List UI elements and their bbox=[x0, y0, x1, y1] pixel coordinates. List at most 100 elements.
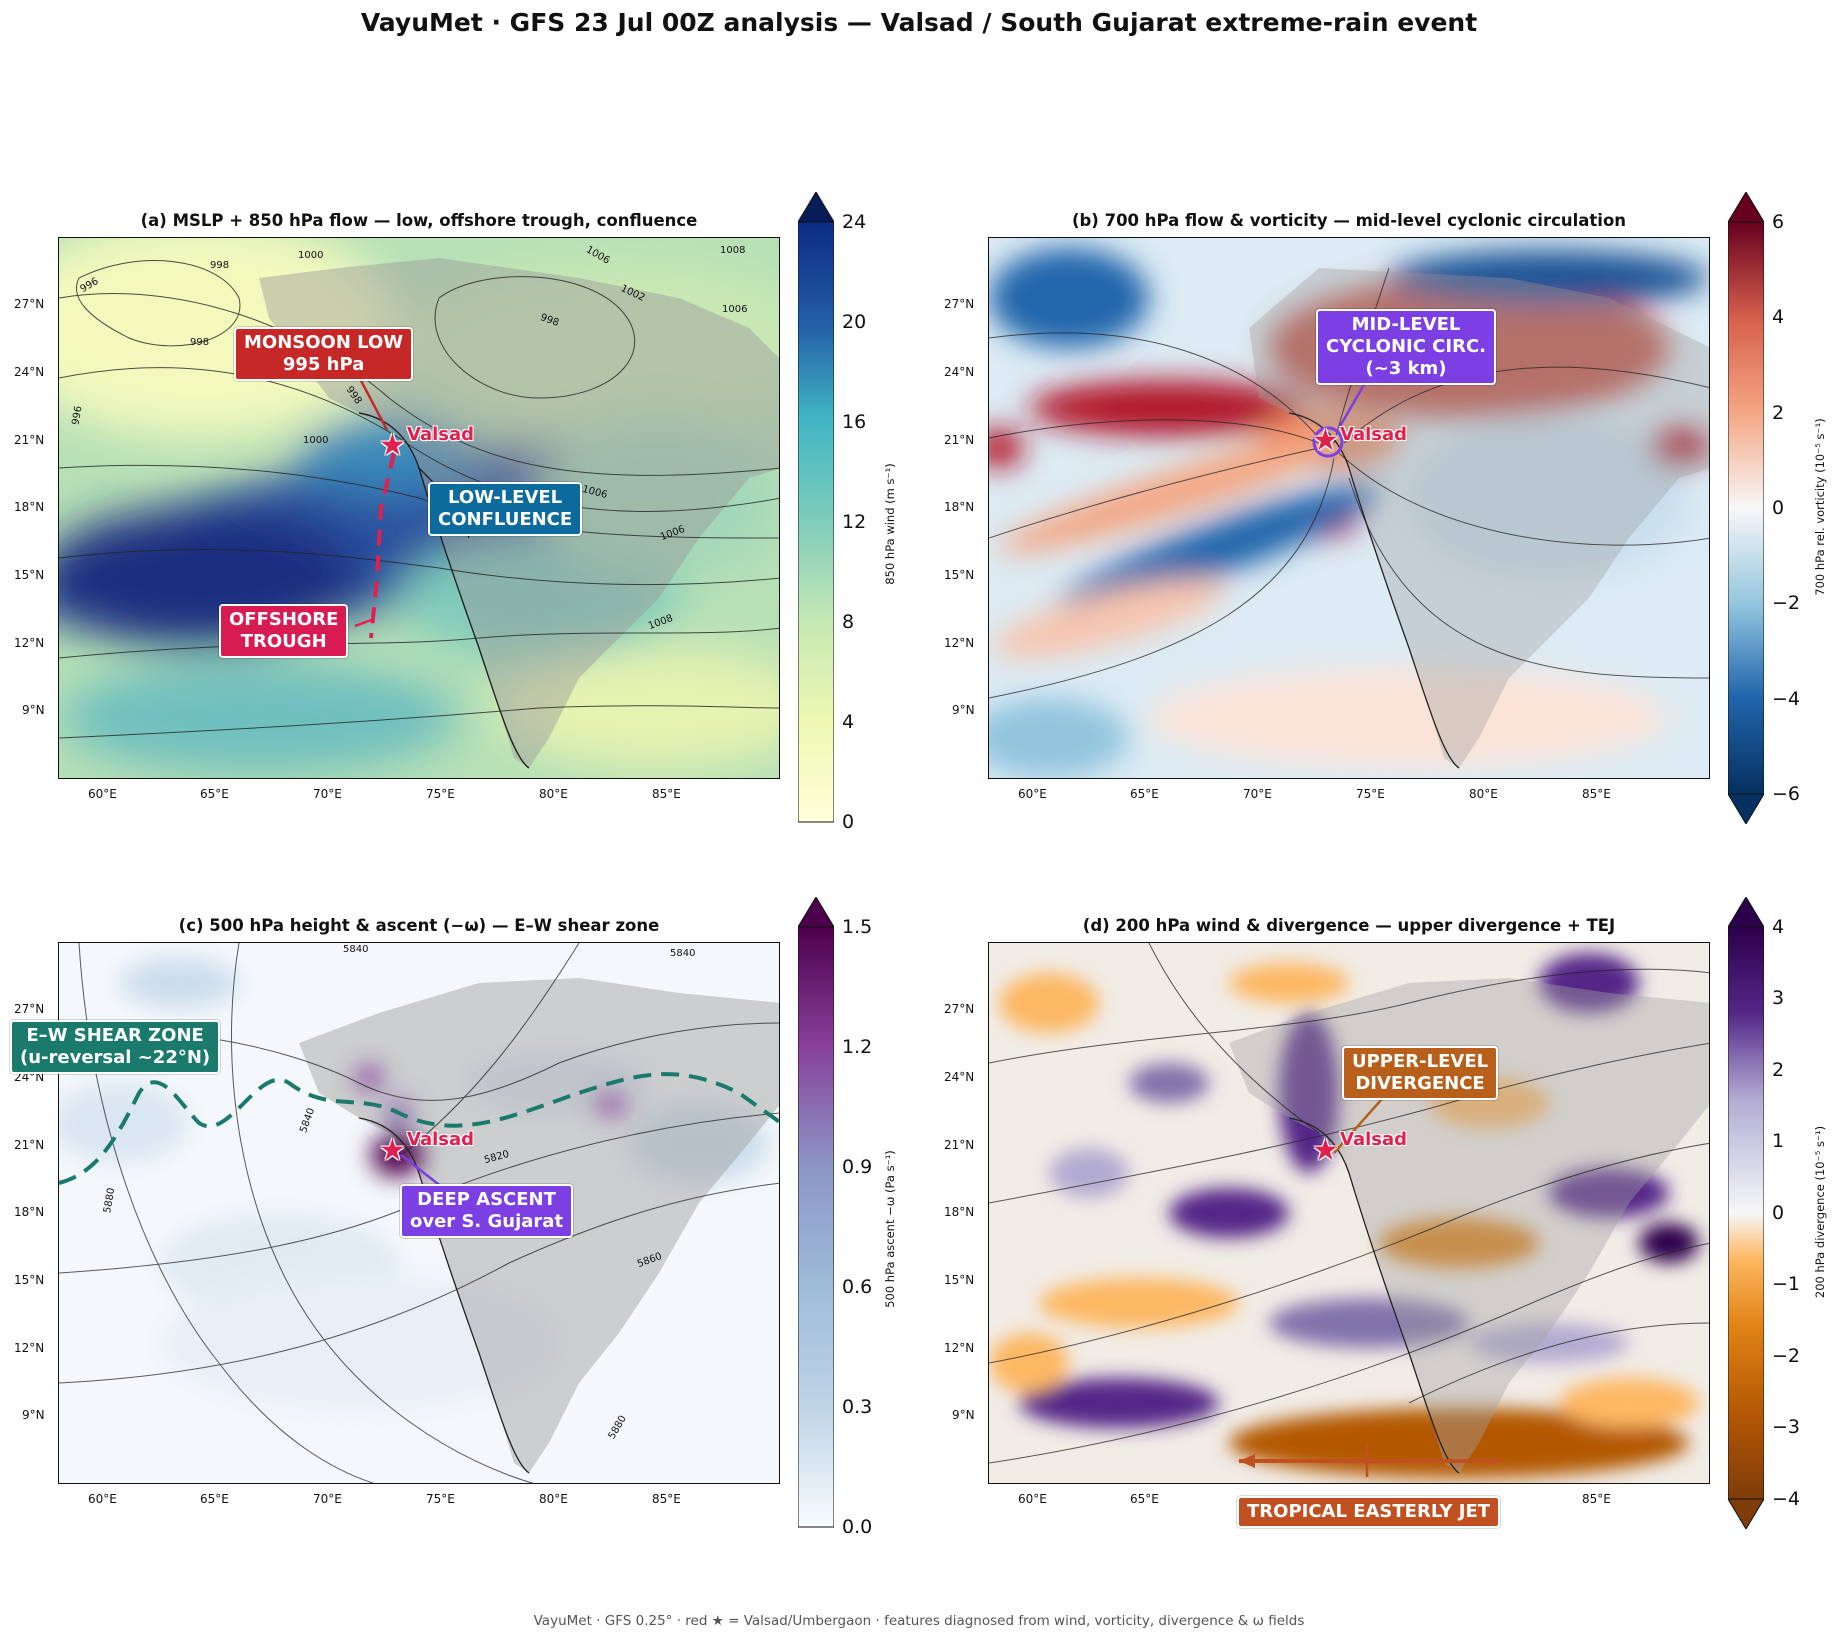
lon-tick: 60°E bbox=[88, 1492, 117, 1506]
lon-tick: 75°E bbox=[1356, 787, 1385, 801]
colorbar-b-label: 700 hPa rel. vorticity (10⁻⁵ s⁻¹) bbox=[1813, 418, 1827, 596]
colorbar-tick: −1 bbox=[1772, 1273, 1801, 1295]
lon-tick: 75°E bbox=[426, 1492, 455, 1506]
lat-tick: 27°N bbox=[14, 297, 45, 311]
panel-d-title: (d) 200 hPa wind & divergence — upper di… bbox=[1082, 916, 1616, 935]
panel-a-title: (a) MSLP + 850 hPa flow — low, offshore … bbox=[140, 211, 698, 230]
colorbar-tick: −2 bbox=[1772, 1345, 1801, 1367]
valsad-star-icon: ★ bbox=[1312, 423, 1339, 458]
contour-label: 1008 bbox=[720, 245, 746, 256]
colorbar-tick: 1 bbox=[1772, 1130, 1785, 1152]
colorbar-tick: −6 bbox=[1772, 783, 1801, 805]
lat-tick: 21°N bbox=[944, 1138, 975, 1152]
valsad-star-icon: ★ bbox=[1312, 1133, 1339, 1168]
deep-ascent-label: DEEP ASCENT over S. Gujarat bbox=[400, 1184, 574, 1238]
colorbar-tick: −4 bbox=[1772, 688, 1801, 710]
monsoon-low-label: MONSOON LOW 995 hPa bbox=[234, 327, 414, 381]
colorbar-tick: 8 bbox=[842, 611, 855, 633]
lon-tick: 75°E bbox=[426, 787, 455, 801]
upper-divergence-label: UPPER-LEVEL DIVERGENCE bbox=[1342, 1046, 1499, 1100]
lat-tick: 12°N bbox=[944, 1341, 975, 1355]
contour-label: 1000 bbox=[298, 250, 324, 261]
offshore-trough-label: OFFSHORE TROUGH bbox=[219, 604, 349, 658]
colorbar-tick: 0.6 bbox=[842, 1276, 873, 1298]
valsad-label: Valsad bbox=[407, 1129, 475, 1150]
lon-tick: 80°E bbox=[539, 787, 568, 801]
panel-b-map bbox=[988, 237, 1710, 779]
colorbar-tick: 0.0 bbox=[842, 1516, 873, 1538]
panel-d-map bbox=[988, 942, 1710, 1484]
contour-label: 5840 bbox=[343, 944, 369, 955]
confluence-label: LOW-LEVEL CONFLUENCE bbox=[428, 482, 583, 536]
lon-tick: 85°E bbox=[1582, 1492, 1611, 1506]
lat-tick: 27°N bbox=[14, 1002, 45, 1016]
colorbar-tick: 1.5 bbox=[842, 916, 873, 938]
panel-b-title: (b) 700 hPa flow & vorticity — mid-level… bbox=[1071, 211, 1627, 230]
lon-tick: 65°E bbox=[1130, 1492, 1159, 1506]
colorbar-tick: 16 bbox=[842, 411, 867, 433]
lon-tick: 85°E bbox=[1582, 787, 1611, 801]
colorbar-tick: 0 bbox=[1772, 1202, 1785, 1224]
lat-tick: 12°N bbox=[14, 1341, 45, 1355]
lat-tick: 24°N bbox=[944, 1070, 975, 1084]
lat-tick: 27°N bbox=[944, 1002, 975, 1016]
colorbar-tick: 4 bbox=[1772, 306, 1785, 328]
colorbar-d bbox=[1728, 897, 1764, 1529]
lon-tick: 60°E bbox=[1018, 1492, 1047, 1506]
panel-c-title: (c) 500 hPa height & ascent (−ω) — E–W s… bbox=[178, 916, 660, 935]
lat-tick: 9°N bbox=[952, 703, 975, 717]
lat-tick: 27°N bbox=[944, 297, 975, 311]
lon-tick: 70°E bbox=[313, 787, 342, 801]
contour-label: 5840 bbox=[670, 948, 696, 959]
lat-tick: 15°N bbox=[14, 1273, 45, 1287]
lon-tick: 80°E bbox=[1469, 787, 1498, 801]
mid-level-circulation-label: MID-LEVEL CYCLONIC CIRC. (~3 km) bbox=[1316, 309, 1496, 385]
valsad-label: Valsad bbox=[1340, 1129, 1408, 1150]
panel-a-map bbox=[58, 237, 780, 779]
lon-tick: 60°E bbox=[1018, 787, 1047, 801]
lat-tick: 18°N bbox=[14, 500, 45, 514]
colorbar-tick: 4 bbox=[1772, 916, 1785, 938]
tropical-easterly-jet-label: TROPICAL EASTERLY JET bbox=[1237, 1496, 1501, 1528]
lon-tick: 85°E bbox=[652, 1492, 681, 1506]
lon-tick: 70°E bbox=[313, 1492, 342, 1506]
lat-tick: 21°N bbox=[14, 1138, 45, 1152]
lon-tick: 80°E bbox=[539, 1492, 568, 1506]
lat-tick: 9°N bbox=[952, 1408, 975, 1422]
colorbar-b bbox=[1728, 192, 1764, 824]
lat-tick: 15°N bbox=[14, 568, 45, 582]
lat-tick: 21°N bbox=[14, 433, 45, 447]
colorbar-tick: 20 bbox=[842, 311, 867, 333]
colorbar-tick: −3 bbox=[1772, 1416, 1801, 1438]
valsad-label: Valsad bbox=[1340, 424, 1408, 445]
colorbar-tick: −4 bbox=[1772, 1488, 1801, 1510]
colorbar-tick: 4 bbox=[842, 711, 855, 733]
colorbar-tick: 6 bbox=[1772, 211, 1785, 233]
lat-tick: 15°N bbox=[944, 1273, 975, 1287]
lat-tick: 18°N bbox=[944, 500, 975, 514]
lat-tick: 18°N bbox=[14, 1205, 45, 1219]
lat-tick: 24°N bbox=[944, 365, 975, 379]
valsad-star-icon: ★ bbox=[379, 1133, 406, 1168]
lon-tick: 65°E bbox=[1130, 787, 1159, 801]
figure-title: VayuMet · GFS 23 Jul 00Z analysis — Vals… bbox=[360, 8, 1478, 37]
lat-tick: 9°N bbox=[22, 1408, 45, 1422]
valsad-label: Valsad bbox=[407, 424, 475, 445]
lon-tick: 65°E bbox=[200, 787, 229, 801]
colorbar-d-label: 200 hPa divergence (10⁻⁵ s⁻¹) bbox=[1813, 1125, 1827, 1299]
colorbar-tick: −2 bbox=[1772, 592, 1801, 614]
shear-zone-label: E–W SHEAR ZONE (u-reversal ~22°N) bbox=[10, 1020, 221, 1074]
lat-tick: 12°N bbox=[14, 636, 45, 650]
lon-tick: 60°E bbox=[88, 787, 117, 801]
colorbar-tick: 3 bbox=[1772, 987, 1785, 1009]
colorbar-tick: 24 bbox=[842, 211, 867, 233]
lon-tick: 70°E bbox=[1243, 787, 1272, 801]
colorbar-tick: 0 bbox=[842, 811, 855, 833]
colorbar-tick: 0 bbox=[1772, 497, 1785, 519]
contour-label: 1000 bbox=[303, 435, 329, 446]
lat-tick: 15°N bbox=[944, 568, 975, 582]
colorbar-tick: 2 bbox=[1772, 1059, 1785, 1081]
contour-label: 998 bbox=[210, 260, 230, 271]
lat-tick: 12°N bbox=[944, 636, 975, 650]
colorbar-tick: 12 bbox=[842, 511, 867, 533]
